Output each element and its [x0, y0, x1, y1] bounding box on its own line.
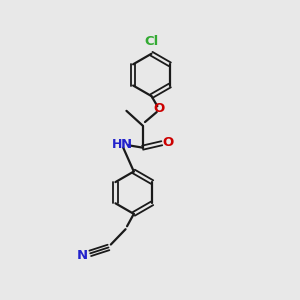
- Text: N: N: [77, 249, 88, 262]
- Text: O: O: [162, 136, 173, 149]
- Text: N: N: [121, 138, 132, 151]
- Text: H: H: [112, 138, 122, 151]
- Text: Cl: Cl: [144, 35, 159, 48]
- Text: O: O: [154, 102, 165, 115]
